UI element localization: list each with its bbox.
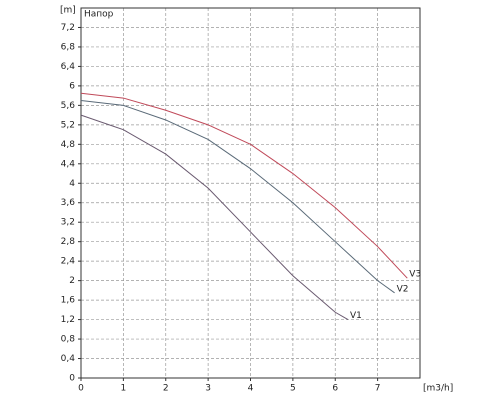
x-tick-label: 0 [78,384,84,394]
x-tick-label: 2 [163,384,169,394]
y-tick-label: 2,4 [61,257,76,267]
y-tick-label: 1,6 [61,296,76,306]
y-tick-label: 3,2 [61,218,75,228]
y-axis-label: [m] [60,6,76,16]
y-tick-label: 3,6 [61,198,76,208]
x-tick-label: 3 [205,384,211,394]
y-tick-label: 5,6 [61,101,76,111]
x-tick-label: 1 [121,384,127,394]
y-tick-label: 4 [69,179,75,189]
curve [80,114,349,321]
y-tick-label: 0 [69,374,75,384]
y-tick-label: 2 [69,276,75,286]
x-tick-label: 6 [332,384,338,394]
curve-label: V1 [350,311,362,321]
curve-label: V2 [397,284,409,294]
curve [80,92,408,279]
y-tick-label: 6,8 [61,42,76,52]
curve-label: V3 [409,270,421,280]
y-tick-label: 0,4 [61,354,76,364]
x-tick-label: 5 [290,384,296,394]
chart-title: Напор [84,10,114,20]
x-tick-label: 4 [248,384,254,394]
x-tick-label: 7 [375,384,381,394]
y-tick-label: 7,2 [61,23,75,33]
y-tick-label: 6 [69,81,75,91]
y-tick-label: 5,2 [61,120,75,130]
y-tick-label: 0,8 [61,335,76,345]
x-axis-label: [m3/h] [423,384,453,394]
y-tick-label: 4,4 [61,159,76,169]
y-tick-label: 4,8 [61,140,76,150]
plot-frame [80,7,421,379]
y-tick-label: 1,2 [61,315,75,325]
curve [80,100,395,294]
y-tick-label: 2,8 [61,237,76,247]
y-tick-label: 6,4 [61,62,76,72]
